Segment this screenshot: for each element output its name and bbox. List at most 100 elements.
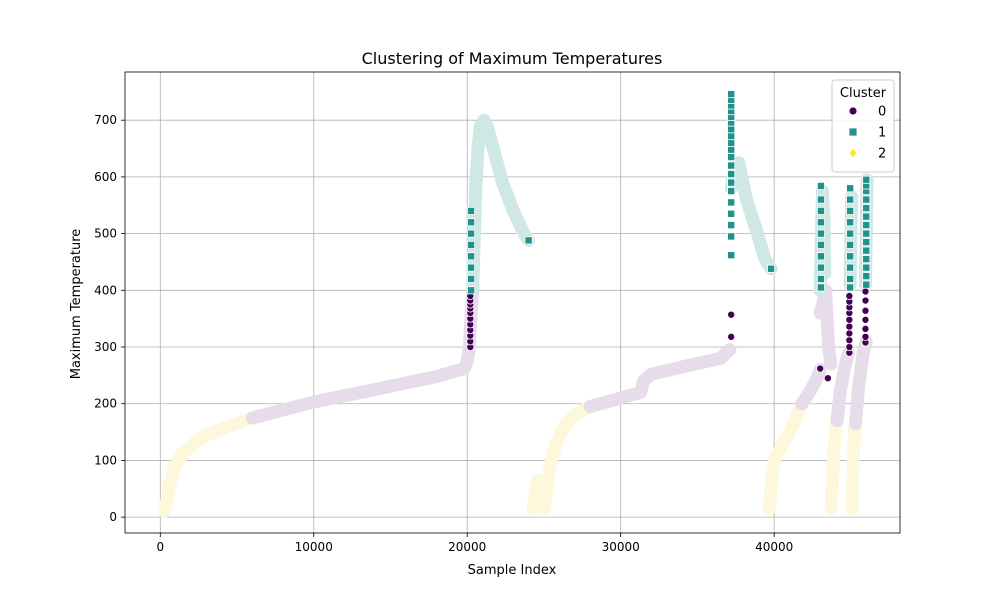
faded-trend-cluster-0 [583, 343, 737, 414]
data-point-cluster-0 [861, 287, 870, 296]
data-point-cluster-1 [862, 238, 871, 247]
faded-trend-cluster-2 [824, 414, 843, 516]
data-point-cluster-0 [861, 296, 870, 305]
data-point-cluster-0 [845, 336, 854, 345]
y-axis-label: Maximum Temperature [69, 229, 84, 380]
data-point-cluster-1 [727, 187, 736, 196]
faded-trend-layer [157, 113, 874, 518]
data-point-cluster-1 [816, 218, 825, 227]
faded-trend-cluster-2 [526, 473, 545, 516]
x-axis-label: Sample Index [468, 563, 557, 578]
data-point-cluster-1 [846, 263, 855, 272]
data-point-cluster-1 [727, 132, 736, 141]
y-tick-label: 500 [94, 227, 117, 241]
data-point-cluster-1 [816, 252, 825, 261]
data-point-cluster-1 [727, 138, 736, 147]
legend-box [831, 79, 895, 173]
data-point-cluster-1 [862, 175, 871, 184]
data-point-cluster-1 [727, 251, 736, 260]
data-point-cluster-0 [861, 306, 870, 315]
data-point-cluster-0 [845, 291, 854, 300]
data-point-cluster-1 [846, 184, 855, 193]
data-point-cluster-0 [845, 322, 854, 331]
data-point-cluster-0 [861, 332, 870, 341]
data-point-cluster-1 [862, 246, 871, 255]
data-point-cluster-0 [845, 329, 854, 338]
data-point-cluster-1 [862, 280, 871, 289]
legend-marker-0 [848, 106, 858, 116]
data-point-cluster-0 [861, 315, 870, 324]
data-point-cluster-1 [727, 153, 736, 162]
data-point-cluster-1 [727, 145, 736, 154]
y-tick-label: 200 [94, 397, 117, 411]
data-point-cluster-1 [816, 240, 825, 249]
data-point-cluster-1 [467, 218, 476, 227]
x-tick-label: 40000 [755, 540, 793, 554]
data-point-cluster-0 [823, 374, 832, 383]
data-point-cluster-1 [727, 209, 736, 218]
data-point-cluster-0 [727, 310, 736, 319]
faded-trend-cluster-0 [849, 334, 873, 431]
data-point-cluster-1 [467, 206, 476, 215]
data-point-cluster-1 [727, 170, 736, 179]
faded-trend-cluster-0 [795, 363, 827, 411]
faded-trend-cluster-2 [845, 419, 862, 516]
y-tick-label: 100 [94, 453, 117, 467]
legend: Cluster 0 1 2 [831, 79, 895, 173]
data-point-cluster-1 [727, 90, 736, 99]
data-point-cluster-1 [846, 252, 855, 261]
data-point-cluster-1 [816, 195, 825, 204]
data-point-cluster-1 [816, 274, 825, 283]
legend-marker-2 [848, 147, 858, 159]
y-tick-label: 400 [94, 283, 117, 297]
data-point-cluster-1 [467, 274, 476, 283]
data-points-layer [466, 90, 871, 383]
legend-label-2: 2 [878, 147, 886, 162]
data-point-cluster-1 [816, 283, 825, 292]
y-tick-label: 700 [94, 113, 117, 127]
faded-trend-cluster-0 [830, 346, 856, 428]
data-point-cluster-1 [816, 206, 825, 215]
y-tick-label: 300 [94, 340, 117, 354]
y-tick-label: 600 [94, 170, 117, 184]
data-point-cluster-1 [862, 272, 871, 281]
legend-label-0: 0 [878, 105, 886, 120]
data-point-cluster-0 [727, 332, 736, 341]
data-point-cluster-1 [862, 195, 871, 204]
data-point-cluster-1 [467, 286, 476, 295]
plot-frame [124, 71, 901, 534]
data-point-cluster-1 [727, 221, 736, 230]
x-tick-label: 0 [156, 540, 164, 554]
faded-trend-cluster-2 [763, 397, 809, 516]
data-point-cluster-1 [467, 229, 476, 238]
data-point-cluster-1 [467, 252, 476, 261]
data-point-cluster-1 [862, 204, 871, 213]
data-point-cluster-1 [727, 178, 736, 187]
data-point-cluster-1 [862, 229, 871, 238]
x-tick-label: 30000 [602, 540, 640, 554]
data-point-cluster-1 [767, 264, 776, 273]
y-axis-ticks: 0 100 200 300 400 500 600 700 [94, 113, 125, 524]
faded-trend-cluster-1 [466, 113, 536, 297]
x-axis-ticks: 0 10000 20000 30000 40000 [156, 533, 793, 554]
data-point-cluster-0 [816, 364, 825, 373]
legend-title: Cluster [840, 86, 887, 101]
grid-lines [125, 72, 900, 533]
data-point-cluster-1 [727, 125, 736, 134]
data-point-cluster-1 [467, 240, 476, 249]
data-point-cluster-0 [861, 324, 870, 333]
data-point-cluster-1 [862, 221, 871, 230]
data-point-cluster-1 [846, 206, 855, 215]
faded-trend-cluster-2 [537, 400, 597, 516]
data-point-cluster-1 [846, 218, 855, 227]
data-point-cluster-1 [846, 240, 855, 249]
data-point-cluster-1 [862, 263, 871, 272]
data-point-cluster-1 [816, 263, 825, 272]
data-point-cluster-1 [816, 181, 825, 190]
data-point-cluster-1 [846, 283, 855, 292]
data-point-cluster-0 [845, 315, 854, 324]
data-point-cluster-1 [727, 161, 736, 170]
legend-label-1: 1 [878, 126, 886, 141]
